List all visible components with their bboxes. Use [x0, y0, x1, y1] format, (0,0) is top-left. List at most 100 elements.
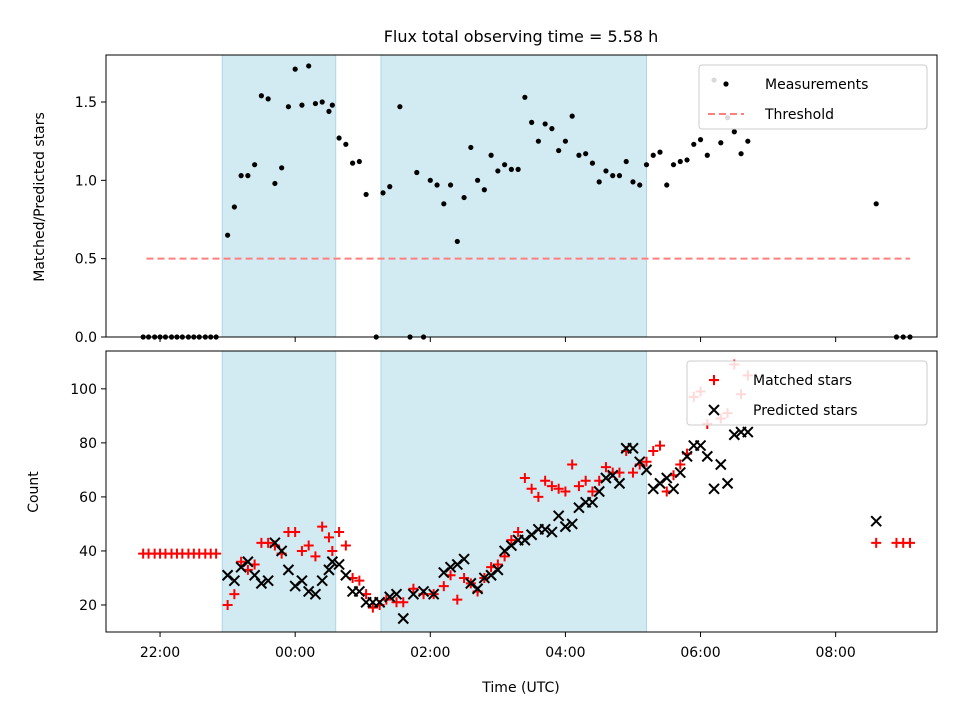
predicted-point: [613, 477, 626, 490]
predicted-point: [353, 585, 366, 598]
measurement-point: [738, 151, 744, 157]
matched-point: [229, 589, 240, 600]
y-tick-label: 60: [79, 490, 97, 506]
matched-point: [871, 537, 882, 548]
matched-point: [648, 445, 659, 456]
predicted-point: [397, 612, 409, 625]
matched-point: [587, 486, 598, 497]
measurement-point: [356, 158, 362, 165]
predicted-point: [340, 569, 352, 581]
plots: 0.0 0.5 1.0 1.5 Measurements Threshold 20 40 60 8…: [70, 54, 938, 661]
matched-point: [263, 537, 274, 548]
measurement-point: [603, 168, 609, 174]
measurement-point: [454, 238, 460, 245]
predicted-point: [471, 583, 484, 595]
predicted-point: [694, 439, 707, 452]
legend-label: Predicted stars: [753, 403, 858, 419]
measurement-point: [589, 160, 596, 166]
measurement-point: [441, 201, 447, 207]
matched-point: [323, 532, 334, 543]
measurement-point: [670, 162, 677, 168]
measurement-point: [691, 141, 697, 147]
matched-point: [567, 459, 578, 470]
predicted-point: [390, 588, 403, 600]
predicted-point: [478, 572, 491, 584]
matched-point: [641, 456, 652, 467]
measurement-point: [664, 182, 670, 188]
matched-point: [438, 581, 449, 592]
measurement-point: [596, 179, 602, 185]
predicted-point: [681, 450, 693, 463]
matched-point: [303, 540, 314, 551]
predicted-point: [708, 483, 720, 495]
predicted-point: [302, 585, 315, 598]
legend-box: [698, 64, 928, 130]
matched-point: [675, 459, 686, 470]
predicted-point: [323, 564, 335, 576]
measurement-point: [380, 190, 386, 196]
measurement-point: [468, 144, 474, 151]
measurement-point: [258, 93, 264, 99]
measurement-point: [349, 160, 356, 166]
predicted-point: [546, 526, 558, 538]
predicted-point: [407, 588, 420, 600]
matched-point: [513, 527, 524, 538]
predicted-point: [326, 556, 339, 568]
predicted-point: [600, 472, 612, 484]
predicted-point: [667, 483, 680, 495]
legend-box: [686, 360, 928, 426]
measurement-point: [529, 119, 535, 125]
predicted-point: [427, 588, 440, 600]
measurement-point: [461, 194, 467, 201]
predicted-point: [721, 477, 734, 490]
measurement-point: [502, 162, 508, 168]
measurement-point: [387, 184, 393, 190]
matched-point: [222, 599, 233, 610]
measurement-point: [319, 99, 325, 105]
x-tick-label: 04:00: [545, 645, 585, 661]
y-tick-label: 80: [79, 436, 97, 452]
measurement-point: [535, 138, 541, 144]
legend-label: Threshold: [764, 107, 834, 123]
observing-band: [380, 54, 647, 338]
measurement-point: [873, 201, 879, 207]
matched-point: [334, 527, 345, 538]
measurement-point: [610, 173, 616, 179]
observing-band: [221, 54, 337, 338]
predicted-point: [539, 523, 551, 536]
measurement-point: [731, 129, 737, 135]
predicted-point: [566, 518, 578, 530]
measurement-point: [225, 232, 231, 238]
predicted-point: [552, 510, 565, 522]
x-tick-label: 22:00: [140, 645, 180, 661]
predicted-point: [661, 472, 673, 484]
x-tick-label: 02:00: [410, 645, 450, 661]
measurement-point: [637, 182, 643, 188]
matched-point: [546, 481, 557, 492]
measurement-point: [549, 126, 555, 132]
predicted-point: [296, 574, 308, 587]
measurement-point: [616, 173, 623, 179]
legend-label: Matched stars: [753, 373, 852, 389]
x-tick-label: 00:00: [275, 645, 315, 661]
predicted-point: [593, 485, 605, 498]
predicted-point: [282, 564, 295, 576]
predicted-point: [715, 458, 727, 471]
measurement-point: [312, 100, 319, 107]
bottom-y-axis-label: Count: [26, 471, 42, 513]
measurement-point: [414, 169, 420, 176]
matched-point: [655, 440, 665, 451]
measurement-point: [542, 121, 548, 127]
measurement-point: [650, 152, 656, 158]
predicted-point: [870, 515, 882, 527]
ratio-panel: 0.0 0.5 1.0 1.5 Measurements Threshold: [75, 54, 938, 346]
y-tick-label: 1.0: [75, 173, 97, 189]
y-tick-label: 40: [79, 544, 97, 560]
measurement-point: [697, 137, 704, 143]
predicted-point: [742, 426, 754, 438]
matched-point: [627, 467, 638, 478]
plot-frame: [105, 350, 938, 633]
predicted-point: [728, 429, 741, 441]
predicted-point: [586, 496, 599, 509]
measurement-point: [299, 102, 305, 108]
